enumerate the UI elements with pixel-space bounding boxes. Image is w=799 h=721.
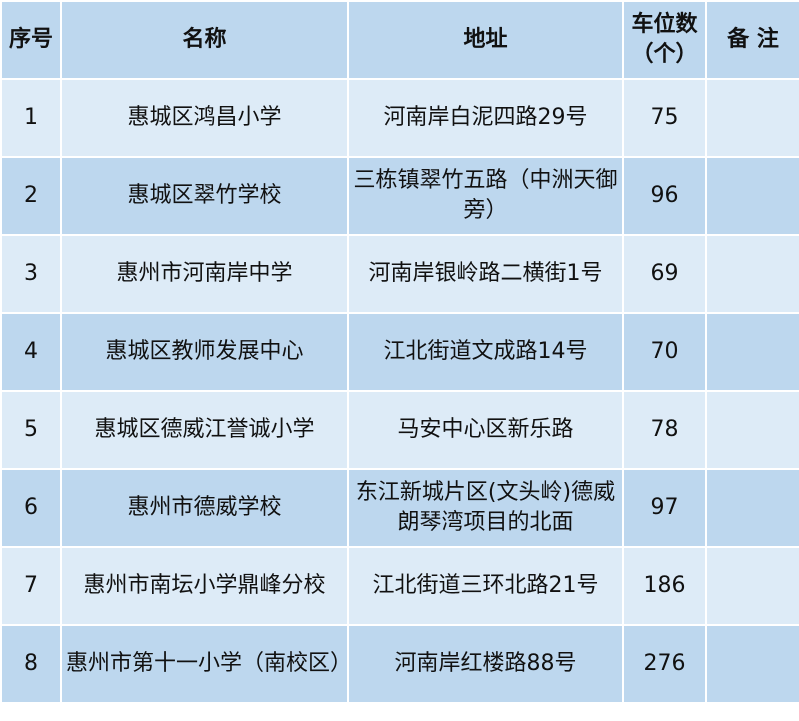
cell-remarks [705,156,799,236]
cell-spaces: 78 [622,390,707,470]
table-row: 7 惠州市南坛小学鼎峰分校 江北街道三环北路21号 186 [0,546,799,626]
cell-spaces: 186 [622,546,707,626]
table-row: 4 惠城区教师发展中心 江北街道文成路14号 70 [0,312,799,392]
cell-address: 河南岸白泥四路29号 [347,78,624,158]
table-row: 5 惠城区德威江誉诚小学 马安中心区新乐路 78 [0,390,799,470]
cell-index: 1 [0,78,62,158]
table-row: 2 惠城区翠竹学校 三栋镇翠竹五路（中洲天御旁） 96 [0,156,799,236]
cell-address: 江北街道文成路14号 [347,312,624,392]
cell-remarks [705,468,799,548]
cell-name: 惠城区翠竹学校 [60,156,349,236]
cell-index: 8 [0,624,62,704]
cell-remarks [705,624,799,704]
cell-remarks [705,234,799,314]
cell-name: 惠城区德威江誉诚小学 [60,390,349,470]
table-row: 8 惠州市第十一小学（南校区） 河南岸红楼路88号 276 [0,624,799,704]
cell-name: 惠城区鸿昌小学 [60,78,349,158]
cell-spaces: 97 [622,468,707,548]
header-address: 地址 [347,0,624,80]
header-remarks: 备 注 [705,0,799,80]
cell-name: 惠州市第十一小学（南校区） [60,624,352,704]
cell-name: 惠州市德威学校 [60,468,349,548]
cell-address: 东江新城片区(文头岭)德威朗琴湾项目的北面 [347,468,624,548]
cell-address: 马安中心区新乐路 [347,390,624,470]
cell-remarks [705,312,799,392]
cell-name: 惠州市河南岸中学 [60,234,349,314]
cell-index: 3 [0,234,62,314]
cell-spaces: 75 [622,78,707,158]
cell-spaces: 70 [622,312,707,392]
cell-address: 河南岸红楼路88号 [347,624,624,704]
cell-spaces: 276 [622,624,707,704]
table-row: 6 惠州市德威学校 东江新城片区(文头岭)德威朗琴湾项目的北面 97 [0,468,799,548]
parking-table: 序号 名称 地址 车位数（个） 备 注 1 惠城区鸿昌小学 河南岸白泥四路29号 75… [0,0,799,704]
cell-spaces: 96 [622,156,707,236]
cell-remarks [705,78,799,158]
cell-remarks [705,546,799,626]
cell-index: 6 [0,468,62,548]
table-row: 1 惠城区鸿昌小学 河南岸白泥四路29号 75 [0,78,799,158]
cell-address: 三栋镇翠竹五路（中洲天御旁） [347,156,624,236]
header-row: 序号 名称 地址 车位数（个） 备 注 [0,0,799,80]
cell-index: 7 [0,546,62,626]
cell-index: 2 [0,156,62,236]
cell-remarks [705,390,799,470]
cell-index: 5 [0,390,62,470]
cell-address: 河南岸银岭路二横街1号 [347,234,624,314]
header-index: 序号 [0,0,62,80]
cell-spaces: 69 [622,234,707,314]
cell-address: 江北街道三环北路21号 [347,546,624,626]
cell-name: 惠城区教师发展中心 [60,312,349,392]
cell-name: 惠州市南坛小学鼎峰分校 [60,546,349,626]
header-name: 名称 [60,0,349,80]
header-spaces: 车位数（个） [622,0,707,80]
table-row: 3 惠州市河南岸中学 河南岸银岭路二横街1号 69 [0,234,799,314]
cell-index: 4 [0,312,62,392]
